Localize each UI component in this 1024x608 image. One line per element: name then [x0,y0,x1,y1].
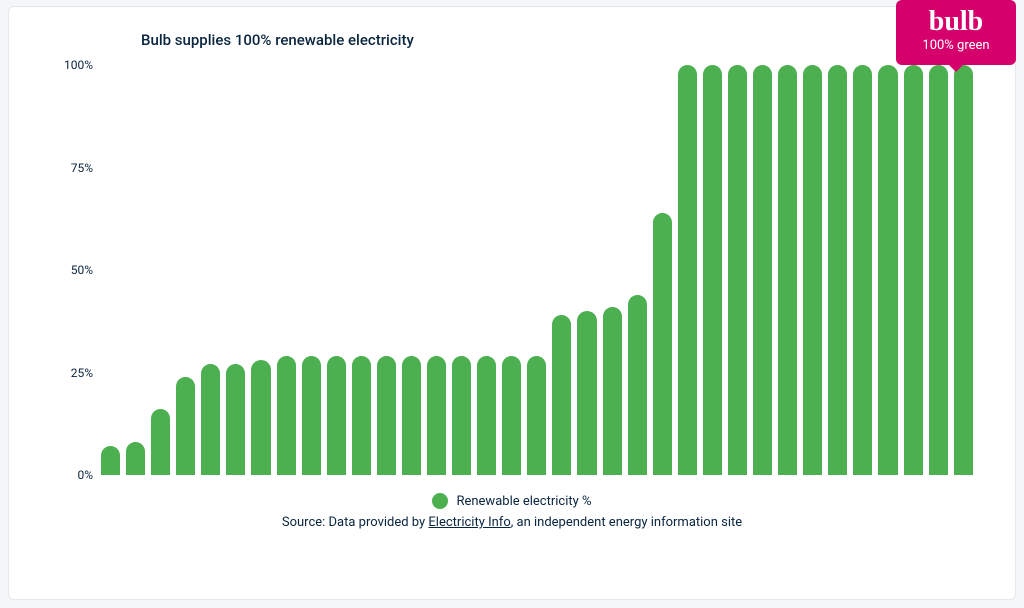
badge-pointer-icon [949,65,963,72]
chart-bar [853,65,872,475]
chart-bar [904,65,923,475]
chart-bar [678,65,697,475]
chart-bar [828,65,847,475]
chart-bar [201,364,220,475]
chart-bar [803,65,822,475]
chart-bars [101,65,973,475]
chart-bar [878,65,897,475]
chart-bar [277,356,296,475]
chart-title: Bulb supplies 100% renewable electricity [141,31,983,49]
chart-bar [527,356,546,475]
chart-plot-area: 0%25%50%75%100% [101,65,973,475]
chart-bar [327,356,346,475]
bulb-badge: bulb 100% green [896,0,1016,65]
chart-bar [126,442,145,475]
legend-label: Renewable electricity % [456,494,591,509]
chart-bar [628,295,647,475]
chart-bar [653,213,672,475]
chart-bar [603,307,622,475]
source-prefix: Source: Data provided by [282,515,429,530]
chart-bar [151,409,170,475]
chart-card: Bulb supplies 100% renewable electricity… [8,6,1016,600]
chart-bar [703,65,722,475]
chart-bar [954,65,973,475]
chart-bar [552,315,571,475]
chart-bar [577,311,596,475]
y-axis-label: 50% [71,263,93,277]
chart-bar [226,364,245,475]
y-axis-label: 75% [71,161,93,175]
chart-source: Source: Data provided by Electricity Inf… [41,515,983,530]
source-link[interactable]: Electricity Info [428,515,510,530]
legend-dot-icon [432,493,448,509]
chart-bar [452,356,471,475]
source-suffix: , an independent energy information site [511,515,742,530]
chart-bar [929,65,948,475]
chart-bar [352,356,371,475]
legend-row: Renewable electricity % [41,493,983,509]
chart-bar [176,377,195,475]
y-axis-label: 25% [71,366,93,380]
chart-bar [302,356,321,475]
chart-bar [101,446,120,475]
bulb-logo: bulb [906,8,1006,36]
chart-legend: Renewable electricity % Source: Data pro… [41,493,983,530]
chart-bar [427,356,446,475]
chart-bar [728,65,747,475]
chart-bar [477,356,496,475]
badge-subtext: 100% green [906,38,1006,53]
y-axis-label: 0% [77,468,93,482]
chart-bar [778,65,797,475]
y-axis-label: 100% [64,58,93,72]
chart-bar [251,360,270,475]
chart-bar [402,356,421,475]
chart-bar [377,356,396,475]
chart-bar [753,65,772,475]
chart-bar [502,356,521,475]
